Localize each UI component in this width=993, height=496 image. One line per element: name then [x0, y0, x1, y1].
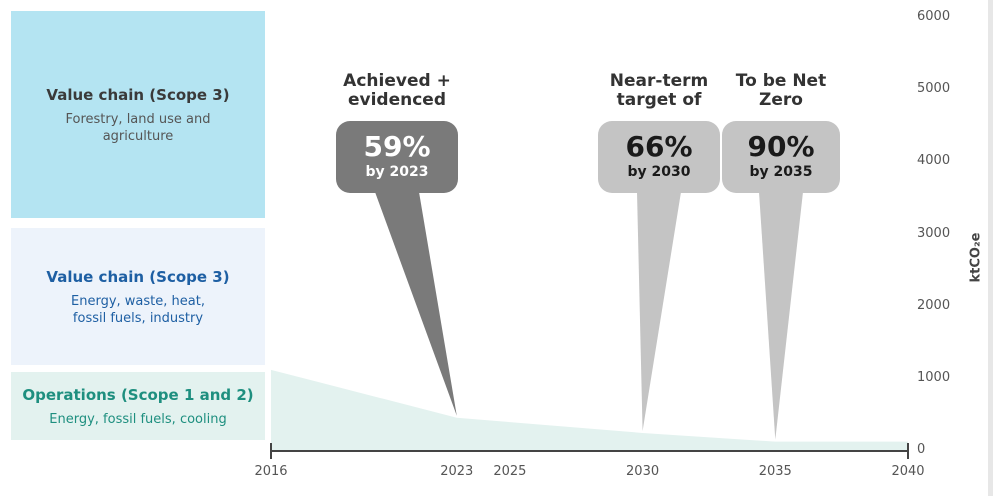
scope3-energy-block: Value chain (Scope 3) Energy, waste, hea…: [11, 228, 265, 365]
x-tick-label: 2025: [493, 464, 527, 479]
y-tick-label: 6000: [917, 9, 951, 24]
milestone-heading: To be Net Zero: [735, 71, 827, 110]
milestone-pin-spike: [759, 192, 803, 440]
milestone-pin-spike: [375, 192, 457, 416]
milestone-pin-spike: [637, 192, 681, 431]
milestone-heading: Near-term target of: [609, 71, 709, 110]
y-tick-label: 3000: [917, 225, 951, 241]
operations-block: Operations (Scope 1 and 2) Energy, fossi…: [11, 372, 265, 440]
block-title: Value chain (Scope 3): [46, 267, 230, 286]
y-axis-unit-label: ktCO₂e: [968, 232, 984, 283]
block-title: Operations (Scope 1 and 2): [22, 385, 254, 404]
milestone-callout-box: [598, 121, 720, 193]
scope3-forestry-block: Value chain (Scope 3) Forestry, land use…: [11, 11, 265, 218]
x-tick-label: 2016: [254, 464, 288, 479]
milestone-callout-box: [336, 121, 458, 193]
milestone-callout-box: [722, 121, 840, 193]
block-subtitle: Forestry, land use and agriculture: [65, 111, 211, 144]
milestone-year: by 2023: [365, 164, 429, 180]
milestone-percent: 90%: [747, 130, 815, 163]
y-tick-label: 4000: [917, 153, 951, 169]
block-subtitle: Energy, fossil fuels, cooling: [49, 411, 227, 427]
milestone-percent: 66%: [625, 130, 693, 163]
milestone-heading: Achieved + evidenced: [343, 71, 451, 110]
x-tick-label: 2023: [440, 464, 474, 479]
y-tick-label: 5000: [917, 81, 951, 97]
milestone-year: by 2030: [627, 164, 691, 180]
y-tick-label: 2000: [917, 297, 951, 313]
block-subtitle: Energy, waste, heat, fossil fuels, indus…: [71, 293, 205, 326]
y-tick-label: 1000: [917, 369, 951, 385]
block-title: Value chain (Scope 3): [46, 85, 230, 104]
milestone-year: by 2035: [749, 164, 813, 180]
x-tick-label: 2030: [626, 464, 660, 479]
emissions-area: [271, 369, 908, 451]
x-tick-label: 2035: [758, 464, 792, 479]
right-edge-rule: [988, 0, 993, 496]
milestone-percent: 59%: [363, 130, 431, 163]
x-tick-label: 2040: [891, 464, 925, 479]
y-tick-label: 0: [917, 442, 926, 457]
